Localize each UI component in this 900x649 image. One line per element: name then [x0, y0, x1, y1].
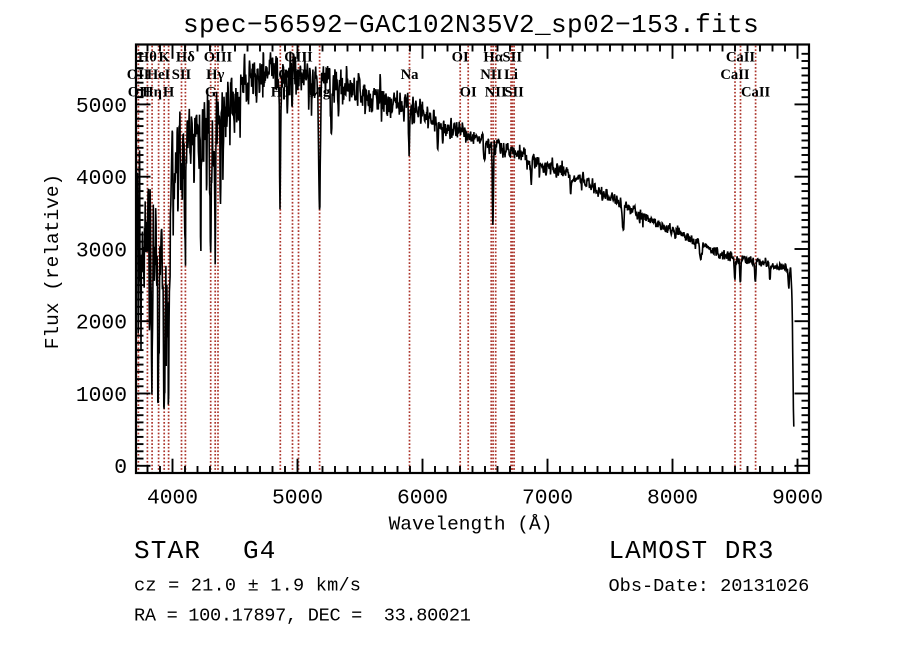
svg-text:Hγ: Hγ	[206, 67, 224, 83]
svg-text:Na: Na	[401, 67, 420, 83]
svg-text:NII: NII	[485, 85, 507, 101]
svg-text:Mg: Mg	[309, 85, 331, 101]
svg-text:SII: SII	[172, 67, 192, 83]
svg-text:Hθ: Hθ	[138, 49, 157, 65]
svg-text:STAR: STAR	[134, 536, 201, 566]
svg-text:OII: OII	[128, 85, 151, 101]
svg-text:SII: SII	[504, 85, 524, 101]
svg-text:9000: 9000	[772, 487, 823, 511]
svg-text:2000: 2000	[76, 312, 127, 336]
svg-text:LAMOST DR3: LAMOST DR3	[609, 536, 775, 566]
svg-text:3000: 3000	[76, 239, 127, 263]
svg-text:Hη: Hη	[142, 85, 162, 101]
svg-text:cz = 21.0 ± 1.9 km/s: cz = 21.0 ± 1.9 km/s	[134, 576, 361, 597]
svg-text:6000: 6000	[397, 487, 448, 511]
svg-text:Hβ: Hβ	[271, 85, 290, 101]
svg-text:4000: 4000	[147, 487, 198, 511]
svg-text:4000: 4000	[76, 167, 127, 191]
svg-text:G: G	[205, 85, 216, 101]
svg-text:OIII: OIII	[204, 49, 233, 65]
svg-text:spec−56592−GAC102N35V2_sp02−15: spec−56592−GAC102N35V2_sp02−153.fits	[183, 10, 759, 40]
svg-text:G4: G4	[243, 536, 277, 566]
svg-text:NII: NII	[480, 67, 502, 83]
svg-text:OII: OII	[127, 67, 150, 83]
svg-text:K: K	[159, 49, 171, 65]
svg-text:CaII: CaII	[741, 85, 771, 101]
svg-text:0: 0	[114, 456, 127, 480]
svg-text:CaII: CaII	[720, 67, 750, 83]
svg-text:OI: OI	[452, 49, 469, 65]
svg-text:5000: 5000	[76, 95, 127, 119]
svg-text:5000: 5000	[272, 487, 323, 511]
svg-text:OIII: OIII	[278, 67, 307, 83]
svg-text:Flux (relative): Flux (relative)	[42, 174, 64, 350]
svg-text:8000: 8000	[647, 487, 698, 511]
svg-text:RA = 100.17897, DEC = 33.8002: RA = 100.17897, DEC = 33.80021	[134, 606, 471, 627]
svg-text:Wavelength (Å): Wavelength (Å)	[389, 514, 553, 536]
svg-text:Hδ: Hδ	[176, 49, 195, 65]
svg-text:Obs-Date: 20131026: Obs-Date: 20131026	[609, 576, 810, 597]
svg-text:Li: Li	[504, 67, 518, 83]
svg-text:OIII: OIII	[284, 49, 313, 65]
svg-text:Hα: Hα	[483, 49, 503, 65]
svg-text:OI: OI	[460, 85, 477, 101]
svg-text:SII: SII	[503, 49, 523, 65]
svg-text:CaII: CaII	[726, 49, 756, 65]
svg-text:7000: 7000	[522, 487, 573, 511]
svg-text:1000: 1000	[76, 384, 127, 408]
svg-text:HeI: HeI	[147, 67, 171, 83]
svg-text:H: H	[163, 85, 175, 101]
